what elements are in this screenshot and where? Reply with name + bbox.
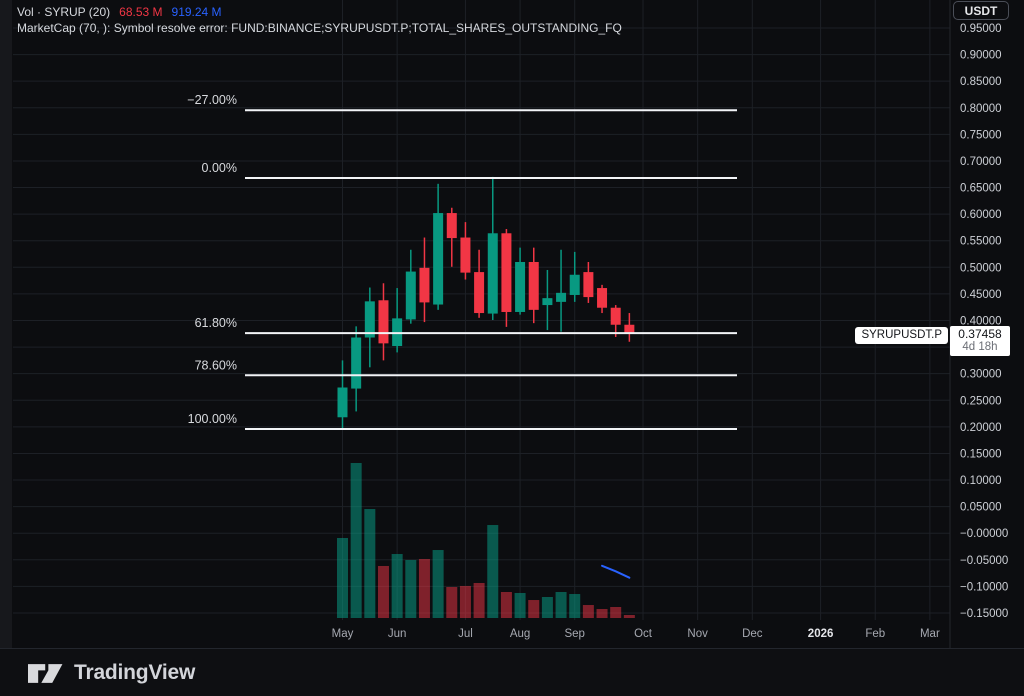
candle-body [433,213,444,305]
candle-body [364,301,375,338]
price-tick-label: −0.15000 [960,608,1008,620]
marketcap-indicator-legend[interactable]: MarketCap (70, ): Symbol resolve error: … [17,20,622,36]
price-tick-label: 0.50000 [960,262,1002,274]
price-tick-label: 0.75000 [960,129,1002,141]
chart-canvas[interactable]: −27.00%0.00%61.80%78.60%100.00%0.950000.… [0,0,1024,648]
price-tick-label: 0.70000 [960,156,1002,168]
volume-indicator-title: Vol · SYRUP (20) [17,5,111,19]
time-axis-labels: May Jun Jul Aug Sep Oct Nov Dec 2026 Feb Mar [332,628,940,640]
candle-body [446,213,457,239]
candle-body [501,233,512,312]
price-tick-label: 0.30000 [960,369,1002,381]
price-tick-label: −0.05000 [960,555,1008,567]
price-axis-labels: 0.95000 0.90000 0.85000 0.80000 0.75000 0.700… [960,23,1008,620]
last-price-label: 0.37458 4d 18h [950,326,1010,356]
price-tick-label: 0.80000 [960,103,1002,115]
tradingview-logo-text: TradingView [74,661,196,684]
candle-body [556,292,567,302]
last-price-value: 0.37458 [958,327,1002,341]
candle-body [597,288,608,308]
price-axis[interactable]: USDT 0.37458 4d 18h [950,0,1024,648]
time-tick-label: May [332,628,354,640]
candle-body [515,261,526,312]
fib-level-label: 61.80% [195,316,237,330]
footer-bar: TradingView [0,648,1024,696]
fib-level-label: 78.60% [195,358,237,372]
price-tick-label: 0.95000 [960,23,1002,35]
volume-current-value: 68.53 M [119,5,163,19]
price-tick-label: 0.45000 [960,289,1002,301]
price-tick-label: 0.55000 [960,236,1002,248]
price-tick-label: −0.00000 [960,528,1008,540]
price-tick-label: 0.60000 [960,209,1002,221]
volume-series [337,463,635,618]
candle-body [624,324,635,335]
tradingview-logo[interactable]: TradingView [28,661,195,685]
candlestick-series [337,176,635,429]
candle-body [487,233,498,314]
volume-ma-line [601,564,631,579]
price-tick-label: 0.40000 [960,315,1002,327]
time-tick-label: Jun [388,628,407,640]
price-tick-label: 0.90000 [960,50,1002,62]
time-tick-label: 2026 [808,628,834,640]
chart-pane[interactable]: −27.00% 0.00% 61.80% 78.60% 100.00% 0.95000 0.… [0,0,1024,648]
tradingview-logo-icon [28,663,63,683]
bar-countdown: 4d 18h [962,341,998,353]
left-gutter [0,0,12,648]
price-tick-label: 0.25000 [960,395,1002,407]
candle-body [378,300,389,344]
indicator-legend: Vol · SYRUP (20) 68.53 M 919.24 M MarketCa… [17,4,622,36]
candle-body [569,274,580,295]
time-tick-label: Aug [510,628,530,640]
fib-level-label: 0.00% [202,161,237,175]
price-tick-label: 0.05000 [960,502,1002,514]
time-tick-label: Feb [865,628,885,640]
time-tick-label: Mar [920,628,940,640]
price-tick-label: −0.10000 [960,581,1008,593]
fib-level-label: −27.00% [187,93,237,107]
price-tick-label: 0.65000 [960,183,1002,195]
marketcap-error-text: MarketCap (70, ): Symbol resolve error: … [17,21,622,35]
candle-body [351,337,362,389]
time-tick-label: Oct [634,628,653,640]
time-tick-label: Jul [458,628,473,640]
candle-body [337,387,348,418]
candle-body [460,237,471,273]
fib-level-label: 100.00% [188,412,237,426]
price-tick-label: 0.15000 [960,448,1002,460]
price-tick-label: 0.10000 [960,475,1002,487]
fib-retracement: −27.00% 0.00% 61.80% 78.60% 100.00% [187,93,737,430]
price-tick-label: 0.20000 [960,422,1002,434]
candle-body [610,307,621,325]
price-tick-label: 0.85000 [960,76,1002,88]
candle-body [528,261,539,310]
price-line-symbol-label: SYRUPUSDT.P [855,327,948,344]
grid [13,0,951,648]
candle-body [419,267,430,303]
time-tick-label: Dec [742,628,763,640]
volume-indicator-legend[interactable]: Vol · SYRUP (20) 68.53 M 919.24 M [17,4,622,20]
candle-body [542,298,553,306]
candle-body [405,271,416,320]
time-tick-label: Nov [687,628,708,640]
currency-toggle-button[interactable]: USDT [953,1,1009,20]
candle-body [474,272,485,314]
candle-body [583,272,594,298]
time-tick-label: Sep [564,628,584,640]
volume-ma-value: 919.24 M [171,5,222,19]
